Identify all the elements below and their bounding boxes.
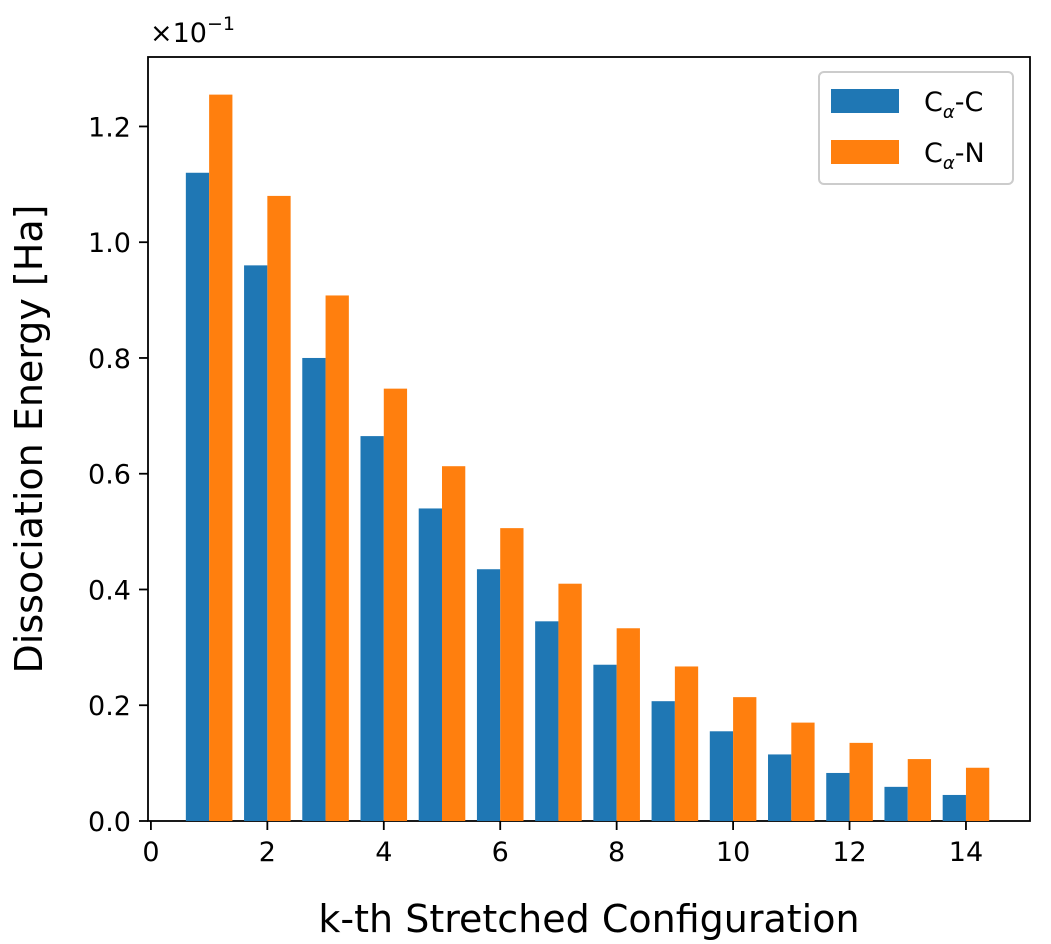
x-tick-label: 12 — [832, 837, 866, 868]
bar-series-1-config-4 — [360, 436, 384, 821]
legend-label-series-1: Cα-C — [924, 87, 983, 123]
bar-series-2-config-7 — [558, 583, 582, 821]
y-tick-label: 0.0 — [88, 807, 131, 838]
bar-series-1-config-13 — [884, 786, 908, 821]
y-axis-multiplier: ×10−1 — [150, 13, 235, 49]
x-tick-label: 10 — [716, 837, 750, 868]
legend-swatch-series-2 — [831, 140, 899, 164]
bar-series-1-config-12 — [826, 772, 850, 821]
legend: Cα-C Cα-N — [818, 71, 1014, 185]
bar-series-1-config-3 — [302, 357, 326, 821]
bar-series-1-config-7 — [535, 621, 559, 821]
y-tick-label: 0.4 — [88, 575, 131, 606]
plot-area-frame — [147, 56, 1031, 822]
bar-series-2-config-3 — [325, 295, 349, 822]
bars-group — [185, 94, 990, 822]
y-tick-label: 0.6 — [88, 460, 131, 491]
x-tick-label: 14 — [949, 837, 983, 868]
bar-series-1-config-8 — [593, 664, 617, 821]
bar-series-1-config-10 — [709, 731, 734, 821]
y-tick-label: 0.8 — [88, 344, 131, 375]
x-tick-label: 2 — [259, 837, 276, 868]
legend-swatch-series-1 — [831, 89, 899, 113]
bar-series-1-config-14 — [942, 794, 966, 821]
y-tick-label: 1.0 — [88, 228, 131, 259]
bar-series-2-config-6 — [500, 528, 524, 821]
bar-series-2-config-2 — [267, 195, 291, 822]
bar-series-1-config-11 — [768, 754, 792, 821]
bar-series-1-config-1 — [185, 172, 210, 821]
y-axis-multiplier-exponent: −1 — [207, 13, 235, 35]
bar-series-2-config-13 — [907, 759, 932, 821]
y-axis-label: Dissociation Energy [Ha] — [7, 205, 51, 674]
y-tick-label: 1.2 — [88, 112, 131, 143]
y-tick-label: 0.2 — [88, 691, 131, 722]
bar-series-1-config-6 — [476, 569, 501, 821]
x-axis-label: k-th Stretched Configuration — [318, 897, 859, 941]
bar-series-2-config-12 — [849, 742, 873, 821]
bar-series-2-config-10 — [733, 697, 757, 821]
bar-series-2-config-9 — [674, 666, 699, 821]
bar-series-2-config-1 — [209, 94, 233, 821]
bar-series-2-config-11 — [791, 722, 815, 821]
x-tick-label: 4 — [375, 837, 392, 868]
bar-series-1-config-9 — [651, 701, 675, 821]
bar-series-2-config-8 — [616, 628, 640, 821]
legend-label-series-2: Cα-N — [924, 138, 985, 174]
x-tick-label: 8 — [608, 837, 625, 868]
bar-series-1-config-5 — [418, 508, 442, 821]
bar-series-1-config-2 — [244, 265, 268, 821]
x-tick-label: 0 — [142, 837, 159, 868]
bar-series-2-config-5 — [442, 466, 466, 821]
bar-series-2-config-14 — [965, 767, 990, 821]
y-axis-ticks: 0.0 0.2 0.4 0.6 0.8 1.0 1.2 — [88, 112, 148, 838]
x-tick-label: 6 — [492, 837, 509, 868]
bar-series-2-config-4 — [383, 388, 408, 821]
x-axis-ticks: 0 2 4 6 8 10 12 14 — [142, 821, 983, 868]
